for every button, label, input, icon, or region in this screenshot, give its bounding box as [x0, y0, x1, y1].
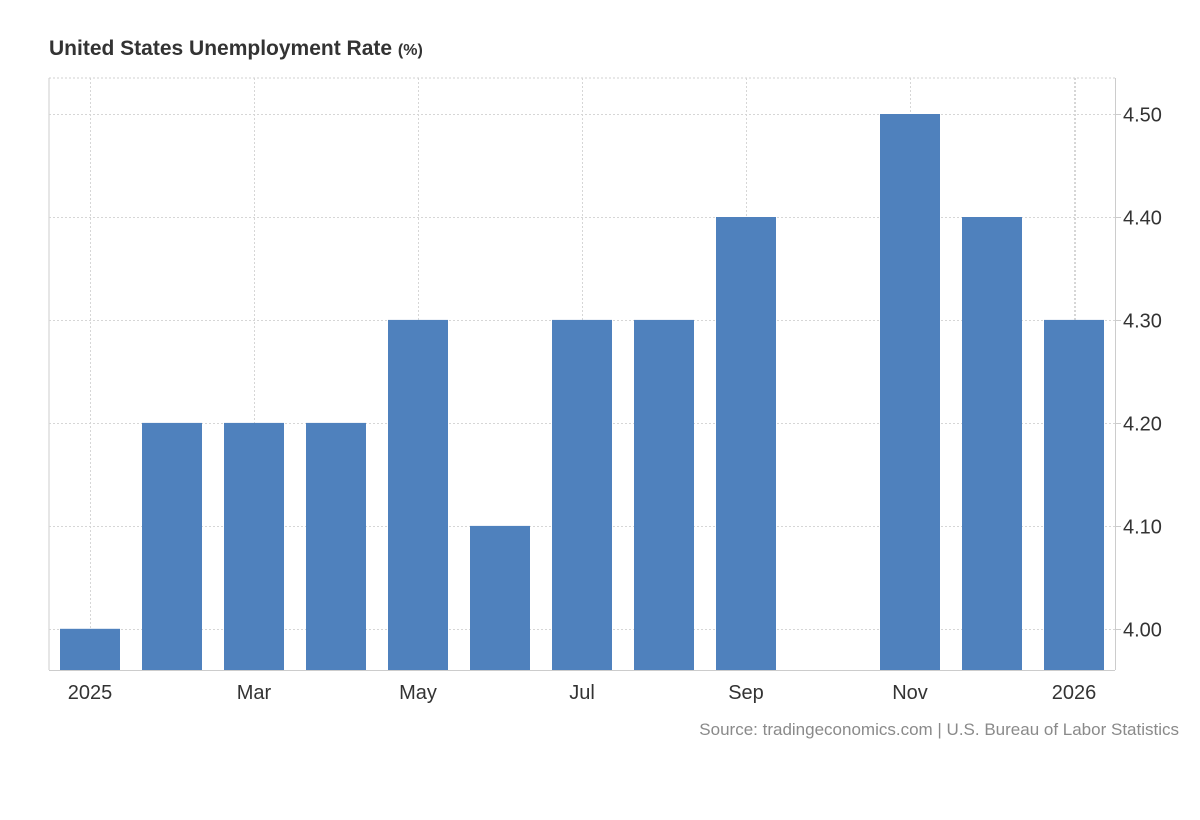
- y-tick-label: 4.30: [1123, 311, 1162, 333]
- bar-2025-01: [60, 628, 120, 670]
- bar-2025-09: [716, 217, 776, 670]
- chart-title: United States Unemployment Rate (%): [49, 37, 423, 61]
- bar-2025-07: [552, 319, 612, 670]
- source-note: Source: tradingeconomics.com | U.S. Bure…: [699, 720, 1179, 739]
- y-tick-label: 4.00: [1123, 620, 1162, 642]
- x-tick-label: May: [399, 682, 437, 704]
- bar-2025-08: [634, 319, 694, 670]
- x-tick-label: Sep: [728, 682, 764, 704]
- chart-title-unit: (%): [397, 42, 423, 59]
- bar-2025-03: [224, 422, 284, 670]
- bar-2025-05: [388, 319, 448, 670]
- x-tick-label: 2026: [1052, 682, 1097, 704]
- y-tick-label: 4.10: [1123, 517, 1162, 539]
- x-tick-label: Nov: [892, 682, 928, 704]
- bar-2026-01: [1044, 319, 1104, 670]
- y-tick-label: 4.20: [1123, 414, 1162, 436]
- bar-2025-02: [142, 422, 202, 670]
- y-tick-label: 4.50: [1123, 105, 1162, 127]
- bar-2025-12: [962, 217, 1022, 670]
- bar-2025-11: [880, 114, 940, 670]
- chart-title-text: United States Unemployment Rate: [49, 37, 393, 60]
- bar-2025-04: [306, 422, 366, 670]
- bar-2025-06: [470, 525, 530, 670]
- x-tick-label: 2025: [68, 682, 113, 704]
- x-tick-label: Mar: [237, 682, 272, 704]
- y-tick-label: 4.40: [1123, 208, 1162, 230]
- x-tick-label: Jul: [569, 682, 595, 704]
